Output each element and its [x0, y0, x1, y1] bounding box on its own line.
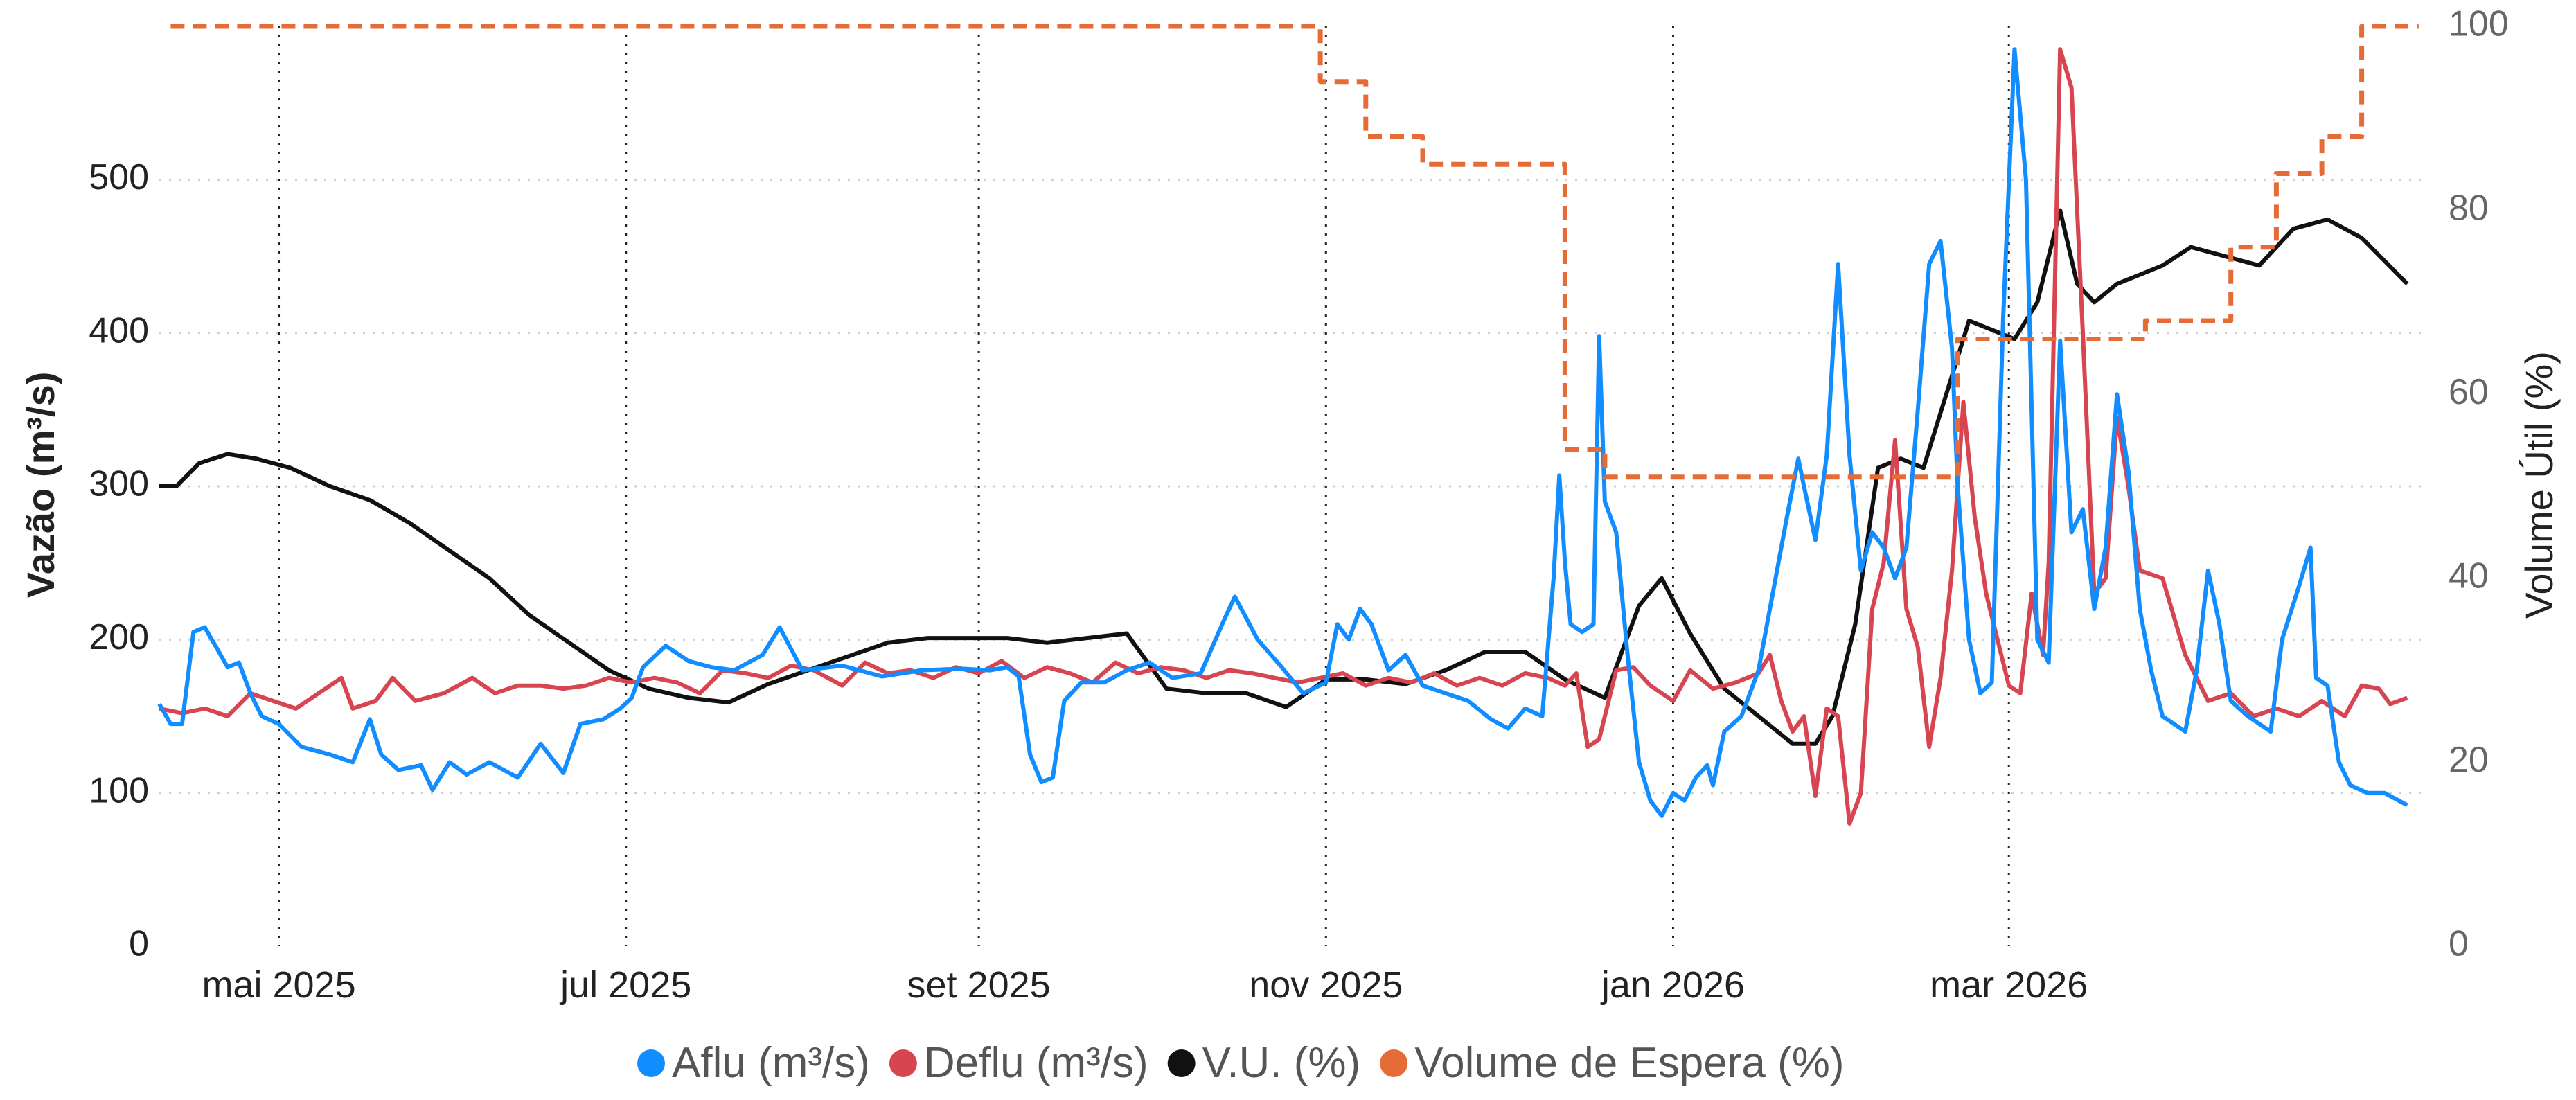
x-tick-label: set 2025: [907, 964, 1051, 1006]
x-tick-label: mai 2025: [202, 964, 355, 1006]
y2-tick-label: 60: [2449, 372, 2489, 412]
legend-marker: [637, 1049, 665, 1077]
y2-tick-label: 0: [2449, 924, 2469, 964]
series-line-2: [159, 208, 2409, 746]
legend-marker: [1380, 1049, 1408, 1077]
y-tick-label: 100: [89, 770, 149, 810]
legend: Aflu (m³/s) Deflu (m³/s) V.U. (%) Volume de…: [637, 1039, 1845, 1087]
legend-label: V.U. (%): [1202, 1039, 1361, 1087]
y-tick-label: 500: [89, 157, 149, 197]
x-tick-label: jan 2026: [1600, 964, 1745, 1006]
y2-tick-label: 100: [2449, 4, 2509, 44]
x-tick-label: jul 2025: [559, 964, 691, 1006]
y2-tick-label: 80: [2449, 188, 2489, 228]
series-lines: [157, 24, 2419, 826]
grid: [159, 26, 2424, 946]
legend-marker: [1167, 1049, 1196, 1077]
y-tick-label: 300: [89, 464, 149, 504]
y-tick-label: 400: [89, 310, 149, 351]
legend-label: Aflu (m³/s): [672, 1039, 870, 1087]
y-tick-label: 0: [129, 924, 149, 964]
y-axis-title: Vazão (m³/s): [19, 372, 62, 598]
legend-label: Deflu (m³/s): [924, 1039, 1148, 1087]
y2-axis-title: Volume Útil (%): [2517, 351, 2561, 619]
left-axis-ticks: 0 100 200 300 400 500: [89, 157, 149, 964]
legend-marker: [889, 1049, 917, 1077]
y2-tick-label: 40: [2449, 556, 2489, 596]
y-tick-label: 200: [89, 617, 149, 657]
x-tick-label: mar 2026: [1930, 964, 2088, 1006]
x-axis-ticks: mai 2025 jul 2025 set 2025 nov 2025 jan 2026…: [202, 964, 2088, 1006]
series-line-1: [159, 47, 2408, 826]
series-line-0: [157, 47, 2408, 818]
right-axis-ticks: 0 20 40 60 80 100: [2449, 4, 2509, 964]
x-tick-label: nov 2025: [1249, 964, 1403, 1006]
series-line-3: [170, 24, 2419, 480]
legend-label: Volume de Espera (%): [1414, 1039, 1844, 1087]
y2-tick-label: 20: [2449, 740, 2489, 780]
